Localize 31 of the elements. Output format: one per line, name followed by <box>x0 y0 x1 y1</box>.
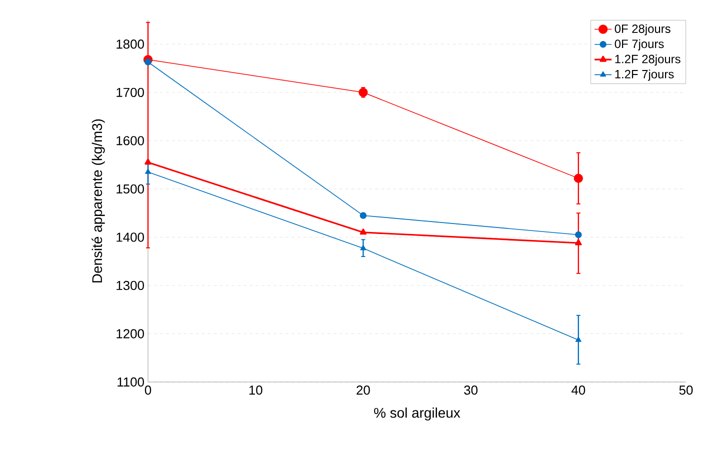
legend-label: 0F 28jours <box>614 24 670 36</box>
y-tick-label: 1100 <box>118 377 144 387</box>
y-tick-label: 1800 <box>116 40 144 49</box>
point <box>575 239 582 246</box>
point <box>575 231 582 238</box>
y-tick-label: 1500 <box>116 184 144 194</box>
y-axis-title: Densité apparente (kg/m3) <box>92 119 105 282</box>
point <box>145 168 151 174</box>
y-tick-label: 1400 <box>116 232 144 242</box>
x-tick-label: 0 <box>144 386 152 395</box>
point <box>144 158 152 165</box>
point <box>360 212 367 219</box>
y-tick-label: 1700 <box>116 88 144 97</box>
x-tick-label: 30 <box>464 386 478 395</box>
point <box>360 228 367 235</box>
x-tick-label: 50 <box>679 386 693 395</box>
x-tick-label: 40 <box>572 386 586 395</box>
point <box>575 336 582 342</box>
legend-label: 1.2F 7jours <box>615 70 674 81</box>
legend-label: 0F 7jours <box>614 39 664 50</box>
x-tick-label: 20 <box>356 386 370 395</box>
point <box>574 174 583 183</box>
y-tick-label: 1200 <box>116 329 144 338</box>
y-tick-label: 1600 <box>116 136 144 146</box>
legend-label: 1.2F 28jours <box>615 54 680 66</box>
x-tick-label: 10 <box>249 386 262 395</box>
point <box>144 58 152 66</box>
point <box>360 244 366 250</box>
x-axis-title: % sol argileux <box>374 408 460 421</box>
y-tick-label: 1300 <box>116 280 144 290</box>
point <box>358 88 368 97</box>
